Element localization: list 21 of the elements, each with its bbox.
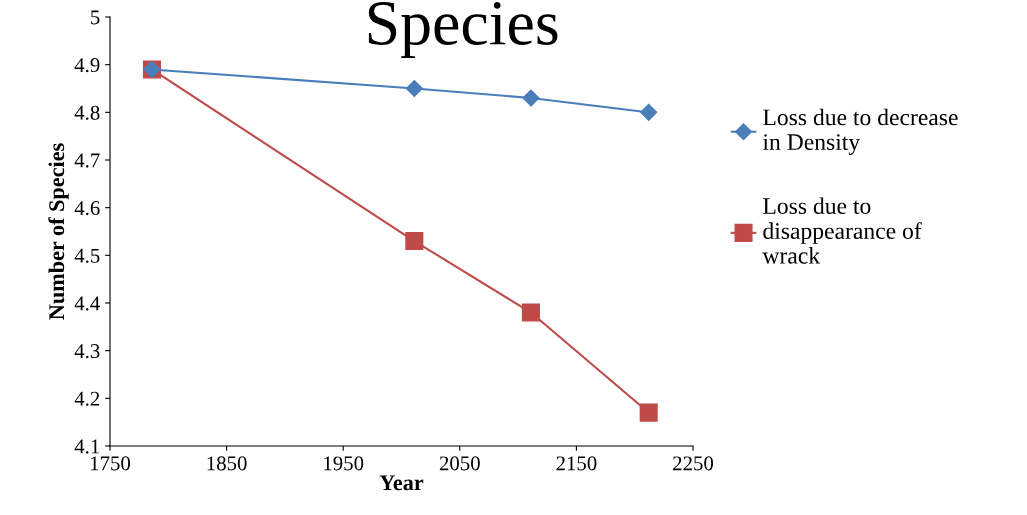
y-tick-label: 5 (91, 10, 100, 25)
y-tick-label: 4.6 (74, 201, 100, 216)
x-tick-label: 1950 (324, 456, 364, 471)
x-tick-label: 1750 (91, 456, 131, 471)
y-tick-label: 4.1 (74, 439, 100, 454)
x-tick-label: 2250 (673, 456, 714, 471)
x-tick-label: 2050 (439, 456, 480, 471)
x-tick-label: 2150 (556, 456, 597, 471)
y-tick-label: 4.9 (74, 58, 100, 73)
chart-title: Species (368, 2, 558, 58)
x-axis-title: Year (379, 475, 424, 491)
legend-label: Loss due to decrease in Density (762, 108, 958, 155)
y-tick-label: 4.8 (74, 105, 100, 120)
y-axis-title: Number of Species (48, 143, 69, 320)
y-tick-label: 4.5 (74, 248, 100, 263)
x-tick-label: 1850 (207, 456, 247, 471)
y-tick-label: 4.7 (74, 153, 100, 168)
y-tick-label: 4.4 (74, 296, 100, 311)
legend-label: Loss due to disappearance of wrack (762, 197, 922, 264)
y-tick-label: 4.2 (74, 391, 100, 406)
y-tick-label: 4.3 (74, 344, 100, 359)
